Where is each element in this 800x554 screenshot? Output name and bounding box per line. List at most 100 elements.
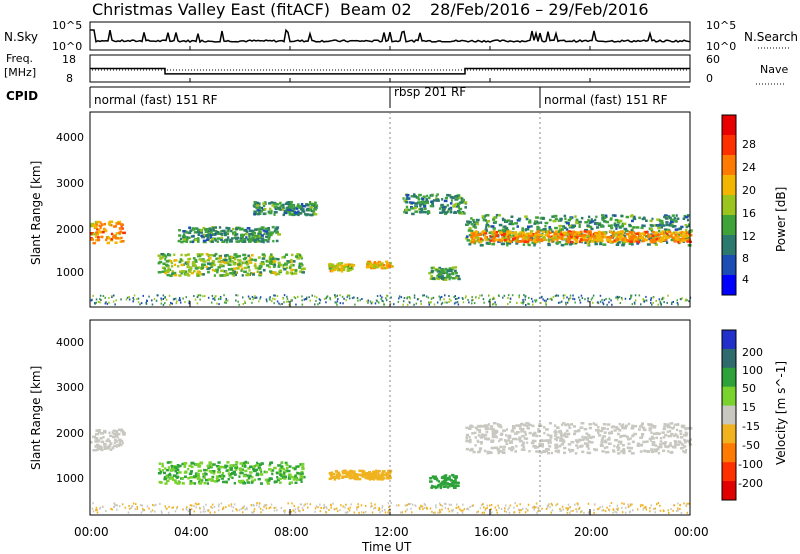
echo-cell xyxy=(116,222,119,225)
echo-cell xyxy=(310,213,314,217)
echo-cell xyxy=(568,232,573,235)
echo-cell xyxy=(621,511,624,514)
echo-cell xyxy=(193,231,197,234)
echo-cell xyxy=(565,302,568,305)
echo-cell xyxy=(593,509,595,512)
echo-cell xyxy=(197,240,200,243)
echo-cell xyxy=(619,302,622,304)
echo-cell xyxy=(609,240,612,244)
echo-cell xyxy=(645,440,649,443)
echo-cell xyxy=(652,301,654,304)
echo-cell xyxy=(408,503,411,506)
echo-cell xyxy=(618,219,623,223)
echo-cell xyxy=(256,463,259,467)
echo-cell xyxy=(645,219,648,222)
echo-cell xyxy=(448,273,451,276)
echo-cell xyxy=(179,237,183,241)
echo-cell xyxy=(121,503,124,506)
echo-cell xyxy=(663,238,667,242)
echo-cell xyxy=(109,448,113,451)
echo-cell xyxy=(483,301,485,304)
echo-cell xyxy=(215,257,218,260)
echo-cell xyxy=(92,502,94,505)
echo-cell xyxy=(255,296,258,299)
echo-cell xyxy=(600,236,604,239)
echo-cell xyxy=(291,207,295,210)
echo-cell xyxy=(212,227,215,230)
echo-cell xyxy=(240,267,244,271)
echo-cell xyxy=(650,424,654,427)
echo-cell xyxy=(543,426,546,429)
echo-cell xyxy=(99,507,101,510)
echo-cell xyxy=(448,298,451,301)
echo-cell xyxy=(563,446,567,450)
echo-cell xyxy=(479,294,481,297)
echo-cell xyxy=(466,223,469,226)
echo-cell xyxy=(501,228,506,231)
echo-cell xyxy=(676,510,678,512)
echo-cell xyxy=(507,237,510,240)
echo-cell xyxy=(515,445,518,448)
echo-cell xyxy=(515,431,520,434)
echo-cell xyxy=(223,294,225,297)
echo-cell xyxy=(444,212,448,216)
echo-cell xyxy=(451,268,454,271)
echo-cell xyxy=(253,213,257,216)
echo-cell xyxy=(214,295,217,298)
echo-cell xyxy=(458,296,460,299)
echo-cell xyxy=(581,450,585,454)
echo-cell xyxy=(271,204,274,207)
echo-cell xyxy=(260,260,265,264)
echo-cell xyxy=(518,232,521,236)
echo-cell xyxy=(620,424,623,427)
echo-cell xyxy=(650,504,652,507)
echo-cell xyxy=(233,273,237,277)
echo-cell xyxy=(552,219,557,223)
echo-cell xyxy=(265,504,267,507)
echo-cell xyxy=(374,473,378,477)
echo-cell xyxy=(112,300,115,303)
echo-cell xyxy=(342,302,344,305)
echo-cell xyxy=(344,511,347,514)
echo-cell xyxy=(674,228,679,231)
echo-cell xyxy=(96,448,99,451)
echo-cell xyxy=(557,236,560,239)
echo-cell xyxy=(244,460,248,464)
echo-cell xyxy=(374,477,378,480)
echo-cell xyxy=(684,299,687,302)
echo-cell xyxy=(465,435,468,439)
echo-cell xyxy=(103,228,107,231)
echo-cell xyxy=(598,223,601,226)
echo-cell xyxy=(582,437,586,440)
echo-cell xyxy=(517,438,522,441)
echo-cell xyxy=(242,228,246,232)
echo-cell xyxy=(128,504,130,507)
velocity-cb-label: Velocity [m s^-1] xyxy=(774,361,788,465)
echo-cell xyxy=(248,232,252,236)
echo-cell xyxy=(453,302,456,305)
echo-cell xyxy=(177,265,180,268)
echo-cell xyxy=(470,217,473,220)
echo-cell xyxy=(481,294,483,297)
echo-cell xyxy=(533,244,536,247)
echo-cell xyxy=(680,231,683,234)
echo-cell xyxy=(172,478,175,481)
echo-cell xyxy=(569,236,573,240)
echo-cell xyxy=(675,434,679,437)
echo-cell xyxy=(265,507,268,510)
echo-cell xyxy=(614,426,618,429)
echo-cell xyxy=(97,429,101,432)
echo-cell xyxy=(471,432,475,435)
echo-cell xyxy=(244,232,248,236)
echo-cell xyxy=(351,267,354,271)
echo-cell xyxy=(300,472,304,475)
echo-cell xyxy=(282,266,285,269)
echo-cell xyxy=(358,469,362,473)
echo-cell xyxy=(269,477,273,480)
echo-cell xyxy=(99,297,101,300)
echo-cell xyxy=(231,256,236,259)
echo-cell xyxy=(562,294,565,297)
power-echo-region xyxy=(252,200,319,217)
echo-cell xyxy=(113,294,115,297)
echo-cell xyxy=(280,208,283,211)
